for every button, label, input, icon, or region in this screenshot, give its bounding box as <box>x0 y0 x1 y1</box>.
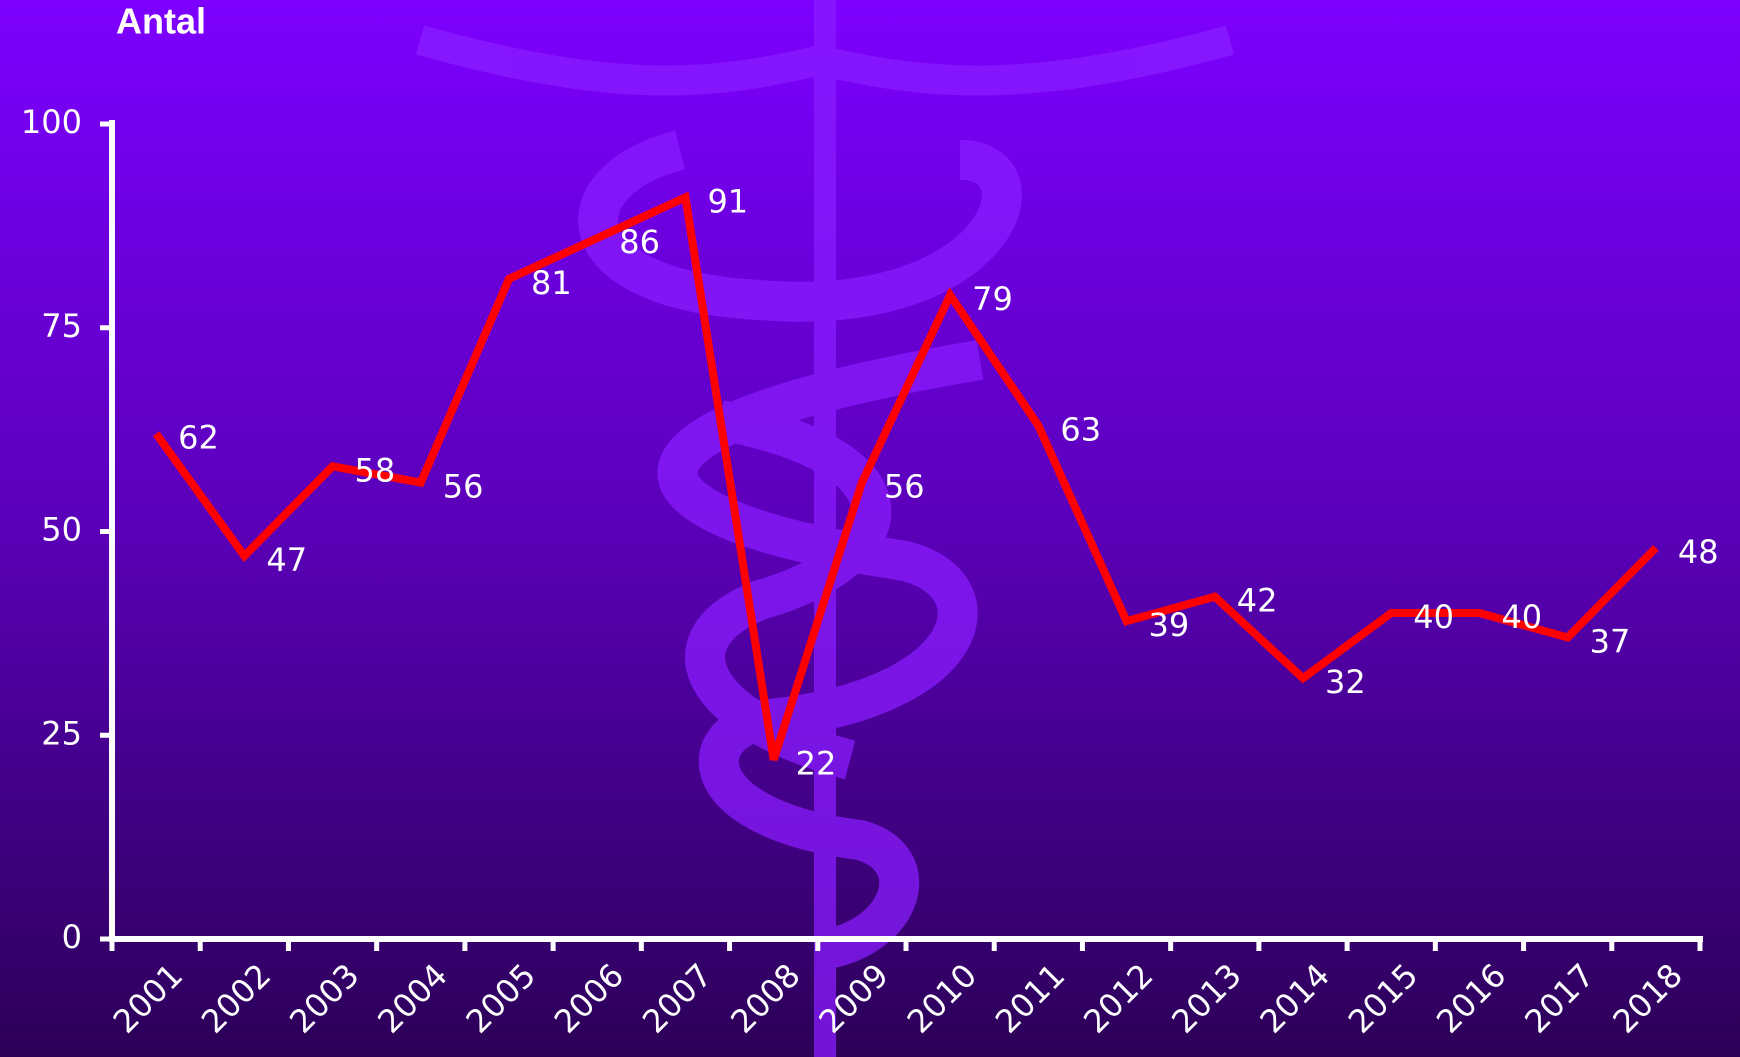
data-label: 48 <box>1678 533 1719 571</box>
data-label: 40 <box>1413 598 1454 636</box>
caduceus-decoration <box>415 0 1235 1057</box>
data-label: 58 <box>355 451 396 489</box>
data-label: 37 <box>1590 622 1631 660</box>
data-line <box>152 191 1659 761</box>
chart-title: Antal <box>116 1 206 42</box>
data-label: 42 <box>1237 582 1278 620</box>
y-tick-label: 100 <box>21 103 82 141</box>
data-label: 47 <box>266 541 307 579</box>
data-label: 22 <box>796 745 837 783</box>
data-label: 39 <box>1149 606 1190 644</box>
data-label: 40 <box>1501 598 1542 636</box>
y-tick-label: 50 <box>41 511 82 549</box>
data-label: 91 <box>707 182 748 220</box>
data-label: 86 <box>619 223 660 261</box>
data-label: 56 <box>884 468 925 506</box>
data-label: 62 <box>178 419 219 457</box>
y-tick-label: 0 <box>62 918 82 956</box>
data-label: 63 <box>1060 411 1101 449</box>
data-label: 79 <box>972 280 1013 318</box>
data-label: 56 <box>443 468 484 506</box>
y-tick-label: 75 <box>41 307 82 345</box>
y-tick-label: 25 <box>41 714 82 752</box>
data-label: 32 <box>1325 663 1366 701</box>
data-label: 81 <box>531 264 572 302</box>
